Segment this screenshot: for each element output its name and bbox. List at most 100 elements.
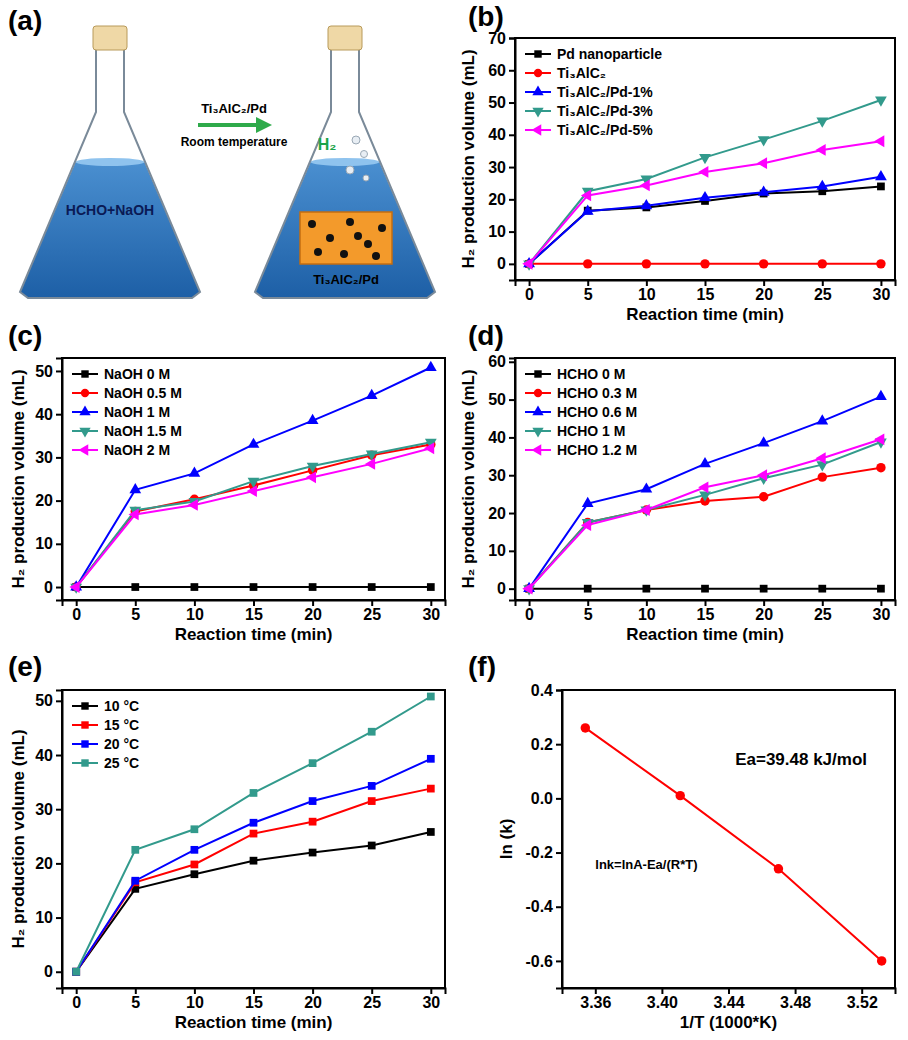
data-point [427,785,435,793]
x-tick-label: 5 [584,606,593,623]
x-tick: 3.44 [713,988,744,1011]
data-point [816,414,828,424]
y-tick-mark [509,134,515,136]
legend-label: NaOH 0 M [104,366,170,382]
data-point [129,483,141,493]
y-tick: -0.4 [525,898,562,915]
legend-label: HCHO 1.2 M [557,442,637,458]
data-point [69,581,79,593]
x-axis-title: Reaction time (min) [626,625,784,644]
y-tick-mark [509,361,515,363]
y-tick-mark [509,437,515,439]
series-line [529,141,881,264]
annotation: Ea=39.48 kJ/mol [735,750,867,769]
catalyst-label: Ti₃AlC₂/Pd [313,272,379,287]
legend-label: 25 °C [104,755,139,771]
y-tick-mark [509,38,515,40]
legend: HCHO 0 MHCHO 0.3 MHCHO 0.6 MHCHO 1 MHCHO… [525,366,637,458]
figure: (a)HCHO+NaOHH₂Ti₃AlC₂/PdTi₃AlC₂/PdRoom t… [0,0,908,1040]
x-tick-mark [194,600,196,606]
legend-marker [78,444,88,455]
y-tick: 50 [35,363,62,380]
x-tick: 0 [525,280,534,303]
data-point [642,585,650,593]
data-point [191,846,199,854]
y-tick-label: 30 [35,801,53,818]
data-point [128,509,138,521]
data-point [640,180,650,192]
x-tick-mark [312,600,314,606]
y-axis: 0102030405060 [488,353,515,600]
y-axis: 010203040506070 [488,30,515,281]
x-tick: 20 [304,988,322,1011]
y-tick-mark [56,971,62,973]
data-point [368,797,376,805]
x-tick: 20 [304,600,322,623]
y-tick: 10 [488,542,515,559]
data-point [191,825,199,833]
chart-panel: 3.363.403.443.483.52-0.6-0.4-0.20.00.20.… [468,651,896,1032]
x-tick-mark [661,988,663,994]
data-point [309,818,317,826]
solution-label: HCHO+NaOH [66,202,154,218]
y-axis-title: ln (k) [497,819,516,860]
data-point [875,170,887,180]
y-axis-line [556,691,563,989]
y-tick: 10 [35,909,62,926]
legend-label: Ti₃AlC₂/Pd-1% [557,84,653,100]
x-tick-label: 3.44 [713,994,744,1011]
plot-frame [62,358,445,600]
data-point [815,452,825,464]
data-point [191,861,199,869]
y-tick-label: 70 [488,30,506,47]
x-tick-mark [76,988,78,994]
y-tick-mark [556,960,562,962]
data-point [368,842,376,850]
data-point [675,791,684,800]
data-point [248,478,260,488]
catalyst-dot [364,240,372,248]
legend-item: 20 °C [72,736,139,752]
y-tick: 0.0 [531,790,562,807]
data-point [757,157,767,169]
x-tick-label: 25 [363,606,381,623]
catalyst-dot [314,248,322,256]
catalyst-dot [372,252,380,260]
x-tick-label: 3.36 [580,994,611,1011]
data-point [815,144,825,156]
data-point [368,728,376,736]
catalyst-dot [346,218,354,226]
data-point [699,191,711,201]
x-tick-mark [822,600,824,606]
x-tick-label: 0 [525,286,534,303]
x-tick: 20 [755,280,773,303]
x-tick-mark [763,600,765,606]
y-tick-mark [509,475,515,477]
plot-frame [562,690,895,988]
y-tick-mark [556,852,562,854]
plot-marks [581,723,887,965]
y-tick-mark [56,500,62,502]
data-point [250,857,258,865]
x-tick-mark [430,600,432,606]
liquid-surface [76,158,145,166]
bubble [363,175,369,181]
y-axis-line [509,359,516,601]
y-tick: -0.2 [525,844,562,861]
data-point [583,259,592,268]
data-point [250,789,258,797]
x-tick-label: 3.48 [780,994,811,1011]
series-line [529,397,881,589]
catalyst-block [300,212,392,264]
data-point [366,451,378,461]
x-tick: 10 [638,280,656,303]
data-point [698,481,708,493]
x-tick: 15 [697,280,715,303]
x-tick-label: 5 [131,606,140,623]
data-point [757,469,767,481]
legend-label: NaOH 1.5 M [104,423,182,439]
catalyst-dot [354,232,362,240]
data-point [582,204,594,214]
data-point [131,877,139,885]
y-tick-mark [509,399,515,401]
